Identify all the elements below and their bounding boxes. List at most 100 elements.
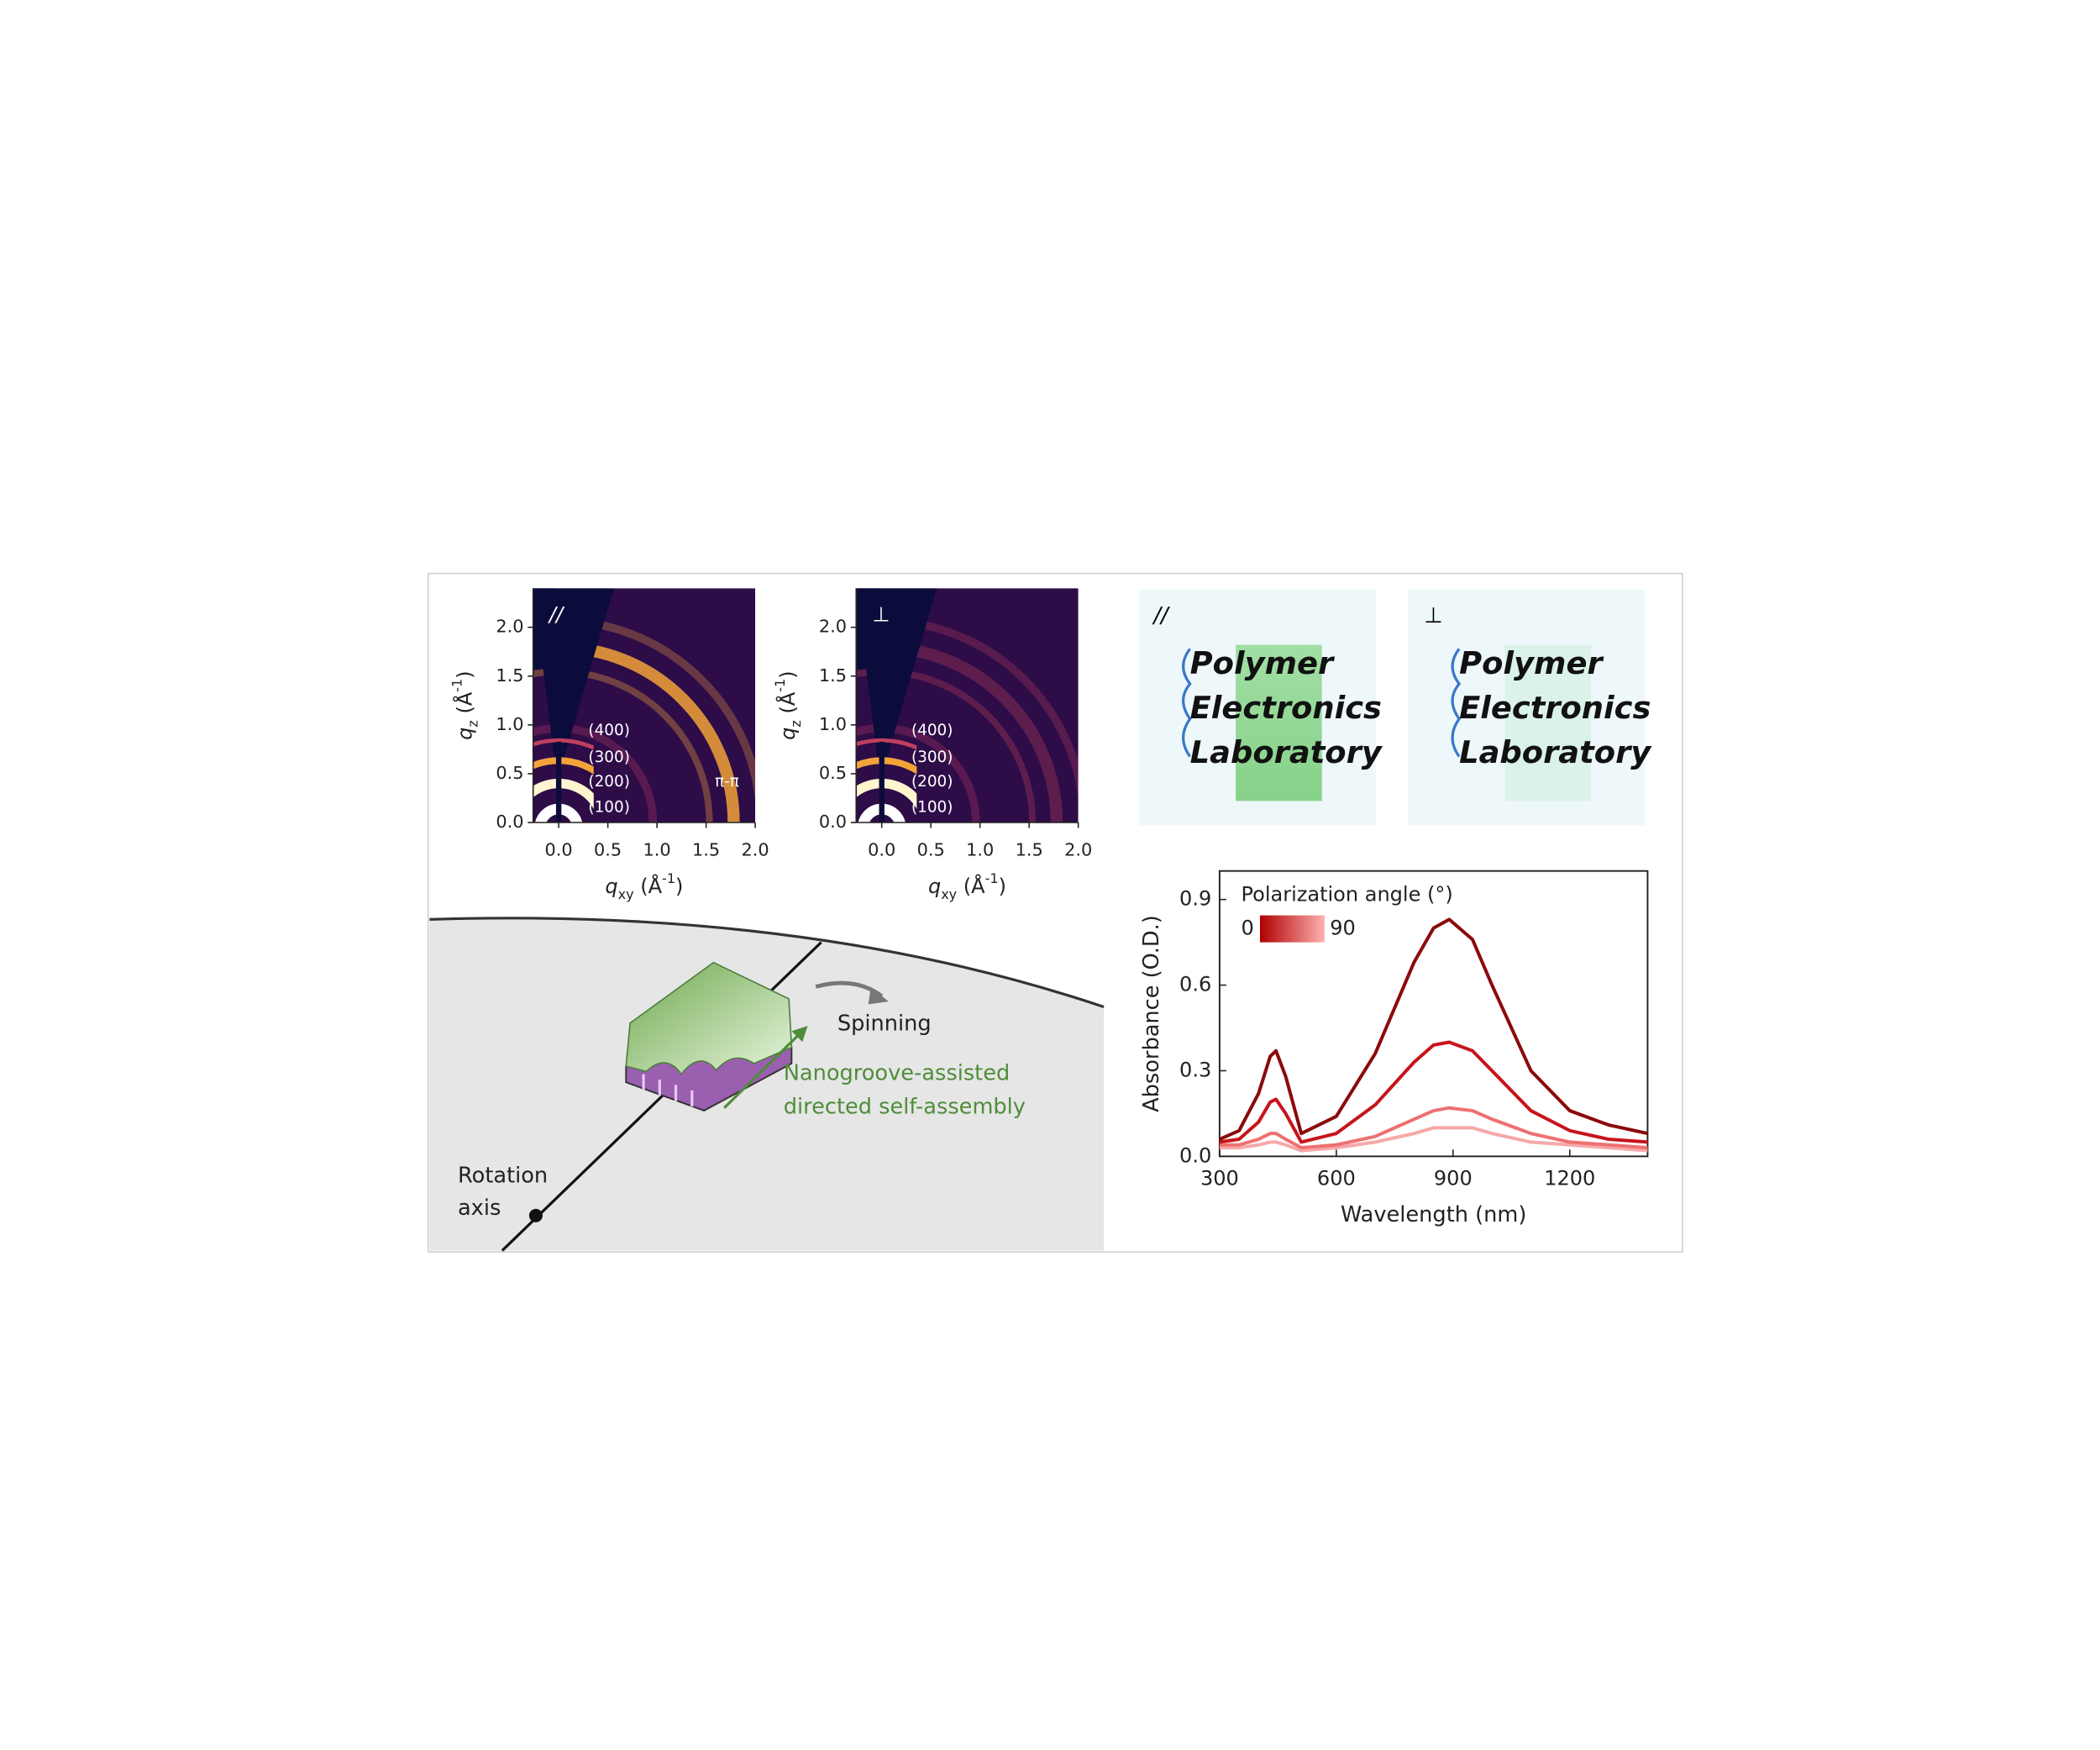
x-tick-label: 2.0 <box>742 840 769 860</box>
assembly-arrowhead <box>791 1025 808 1043</box>
data-line <box>1219 1126 1648 1153</box>
label-close: ) <box>454 670 477 678</box>
photo-word: Laboratory <box>1459 734 1652 770</box>
data-line <box>1219 1106 1648 1150</box>
x-tick-label: 0.0 <box>545 840 573 860</box>
y-axis-label: Absorbance (O.D.) <box>1139 915 1164 1112</box>
spin-arrowhead <box>868 986 889 1005</box>
label-sup: -1 <box>449 679 465 692</box>
axis-label: Rotation <box>458 1163 548 1188</box>
label-close: ) <box>675 875 683 898</box>
film <box>625 961 793 1075</box>
x-tick-label: 2.0 <box>1064 840 1092 860</box>
x-tick-label: 300 <box>1200 1167 1239 1190</box>
label-symbol: q <box>776 728 800 740</box>
peak-annotation: π-π <box>715 773 739 791</box>
legend-tick: 0 <box>1242 917 1254 940</box>
axis-label: axis <box>458 1196 501 1221</box>
detector-gap <box>533 588 556 670</box>
label-unit: (Å <box>957 874 985 898</box>
legend-colorbar <box>1259 915 1325 943</box>
y-axis-label: qz (Å-1) <box>772 670 804 739</box>
heatmap <box>856 588 1079 823</box>
y-tick-label: 0.3 <box>1179 1058 1211 1081</box>
detector-gap <box>856 588 879 670</box>
spinning-label: Spinning <box>837 1011 932 1036</box>
label-unit: (Å <box>775 691 800 720</box>
x-tick-label: 0.0 <box>868 840 895 860</box>
photo-word: Electronics <box>1190 690 1382 726</box>
label-sub: z <box>465 720 481 727</box>
y-tick-label: 2.0 <box>819 617 847 637</box>
data-line <box>1219 917 1648 1141</box>
y-tick-label: 0.0 <box>1179 1143 1211 1167</box>
x-axis-label: qxy (Å-1) <box>605 870 683 902</box>
photo-bracket <box>1182 648 1192 758</box>
photo-bracket <box>1451 648 1462 758</box>
y-tick-label: 1.0 <box>496 714 523 734</box>
peak-annotation: (100) <box>588 798 630 816</box>
label-symbol: q <box>605 875 617 898</box>
assembly-label: directed self-assembly <box>784 1095 1026 1120</box>
lamellar-peak <box>533 738 594 750</box>
photo: ⊥ Polymer Electronics Laboratory <box>1408 589 1652 826</box>
grooves <box>642 1074 694 1107</box>
x-tick-label: 600 <box>1317 1167 1356 1190</box>
panel-label: ⊥ <box>872 602 890 626</box>
x-tick-label: 1.5 <box>692 840 720 860</box>
peak-annotation: (400) <box>588 722 630 739</box>
x-axis-label: Wavelength (nm) <box>1341 1202 1526 1227</box>
x-tick-label: 900 <box>1434 1167 1473 1190</box>
legend-tick: 90 <box>1330 917 1356 940</box>
disk-edge <box>429 917 1105 1009</box>
y-tick-label: 2.0 <box>496 617 523 637</box>
label-unit: (Å <box>453 691 477 720</box>
y-tick-label: 1.0 <box>819 714 847 734</box>
label-unit: (Å <box>634 874 663 898</box>
y-tick-label: 0.5 <box>819 763 847 783</box>
data-line <box>1219 1040 1648 1144</box>
assembly-arrow <box>723 1033 801 1109</box>
photo-word: Electronics <box>1459 690 1651 726</box>
y-tick-label: 0.9 <box>1179 887 1211 911</box>
disk <box>429 917 1105 1251</box>
beamstop <box>555 741 562 823</box>
photo: // Polymer Electronics Laboratory <box>1138 589 1383 826</box>
photo-word: Polymer <box>1459 645 1604 681</box>
diagram: Spinning Nanogroove-assisted directed se… <box>429 917 1105 1252</box>
label-sub: z <box>788 720 804 727</box>
legend-title: Polarization angle (°) <box>1242 883 1453 907</box>
x-tick-label: 0.5 <box>917 840 945 860</box>
x-tick-label: 0.5 <box>594 840 622 860</box>
photo-film <box>1236 644 1322 801</box>
label-symbol: q <box>928 875 941 898</box>
label-sup: -1 <box>985 870 999 886</box>
photo-word: Laboratory <box>1190 734 1383 770</box>
label-close: ) <box>776 670 800 678</box>
y-tick-label: 0.0 <box>496 812 523 832</box>
label-symbol: q <box>454 728 477 740</box>
y-tick-label: 1.5 <box>496 665 523 686</box>
peak-annotation: (400) <box>911 722 953 739</box>
panel-label: // <box>548 602 565 626</box>
y-tick-label: 1.5 <box>819 665 847 686</box>
label-sub: xy <box>941 886 957 902</box>
peak-annotation: (200) <box>588 773 630 791</box>
y-tick-label: 0.5 <box>496 763 523 783</box>
photo-word: Polymer <box>1190 645 1336 681</box>
peak-annotation: (100) <box>911 798 953 816</box>
x-tick-label: 1.0 <box>643 840 671 860</box>
y-axis-label: qz (Å-1) <box>449 670 481 739</box>
assembly-label: Nanogroove-assisted <box>784 1061 1011 1086</box>
x-axis-label: qxy (Å-1) <box>928 870 1006 902</box>
peak-annotation: (300) <box>911 749 953 766</box>
heatmap <box>533 588 756 823</box>
peak-annotation: (200) <box>911 773 953 791</box>
peak-annotation: (300) <box>588 749 630 766</box>
label-close: ) <box>999 875 1006 898</box>
photo-label: ⊥ <box>1424 603 1442 628</box>
label-sub: xy <box>618 886 634 902</box>
label-sup: -1 <box>772 679 788 692</box>
photo-film <box>1504 644 1592 801</box>
